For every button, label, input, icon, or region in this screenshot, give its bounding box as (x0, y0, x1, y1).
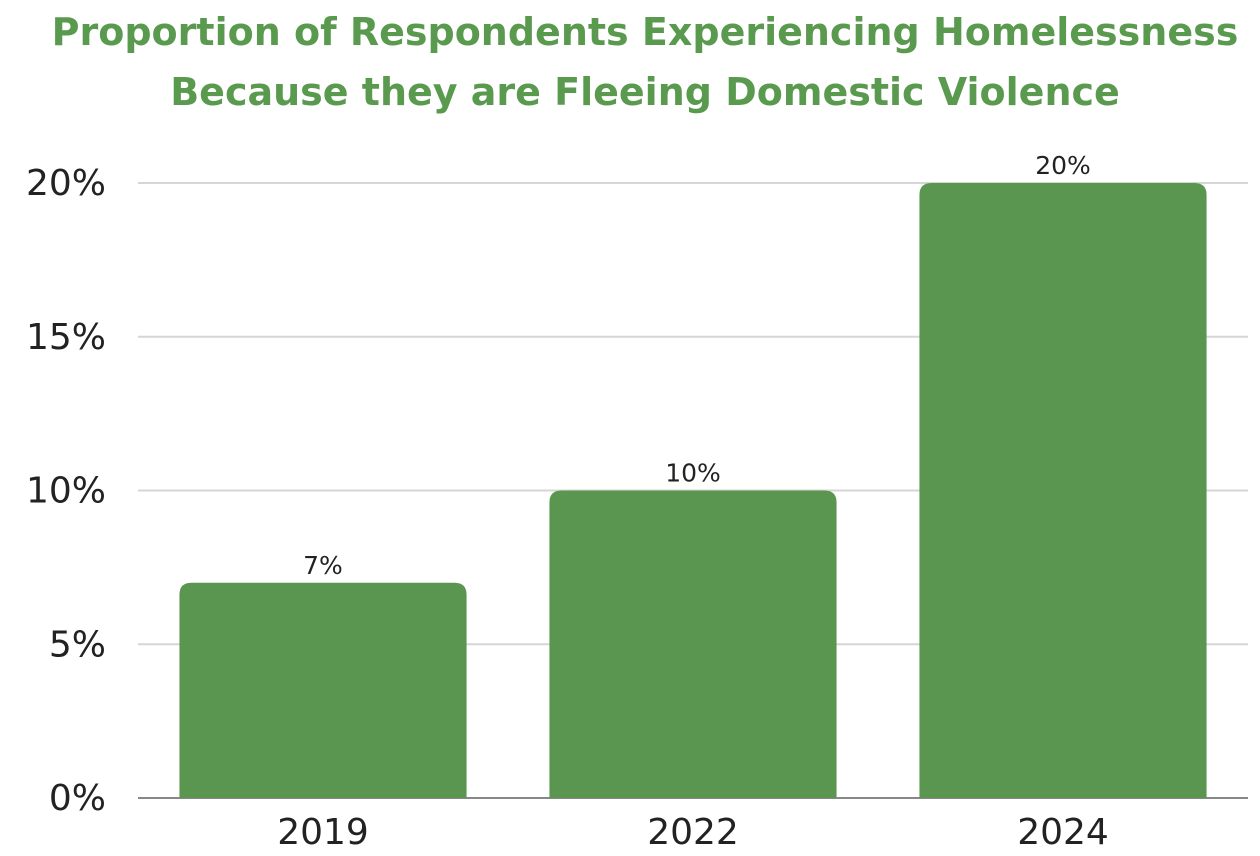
y-tick-label: 15% (26, 317, 106, 358)
bar (549, 490, 837, 798)
value-label: 20% (1035, 151, 1091, 180)
chart-title: Proportion of Respondents Experiencing H… (51, 10, 1239, 114)
x-tick-label: 2019 (277, 812, 369, 853)
y-tick-label: 10% (26, 471, 106, 512)
value-label: 7% (303, 551, 343, 580)
x-tick-label: 2024 (1017, 812, 1109, 853)
x-tick-label: 2022 (647, 812, 739, 853)
y-tick-label: 0% (49, 778, 106, 819)
y-tick-label: 5% (49, 624, 106, 665)
bar (919, 183, 1207, 798)
value-label: 10% (665, 459, 721, 488)
y-tick-label: 20% (26, 163, 106, 204)
bar (179, 582, 467, 798)
